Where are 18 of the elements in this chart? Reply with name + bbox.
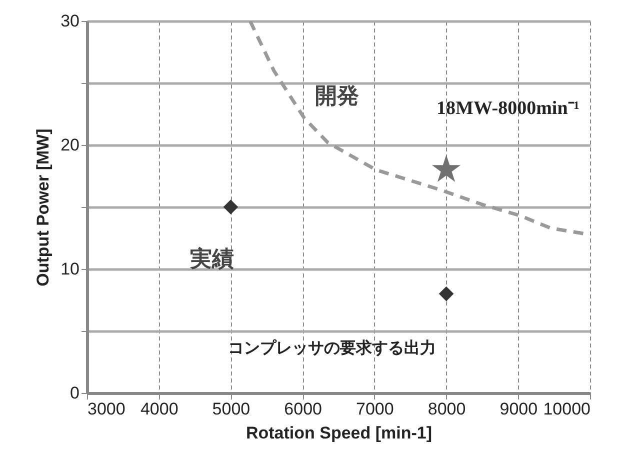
annotation: コンプレッサの要求する出力 [228,338,436,357]
x-tick-label: 7000 [356,400,394,418]
x-tick-label: 6000 [284,400,322,418]
y-tick-label: 10 [60,260,80,278]
annotation: 18MW-8000min⁻¹ [436,98,580,119]
x-tick-label: 10000 [543,400,590,418]
x-axis-title: Rotation Speed [min-1] [246,424,432,442]
x-tick-label: 8000 [428,400,466,418]
y-tick-label: 0 [70,384,80,402]
x-tick-label: 4000 [140,400,178,418]
y-axis-title: Output Power [MW] [34,128,53,286]
annotation: 開発 [315,84,359,109]
x-tick-label: 5000 [212,400,250,418]
y-tick-label: 20 [60,136,80,154]
x-tick-label: 3000 [88,400,126,418]
x-tick-label: 9000 [500,400,538,418]
annotation: 実績 [189,246,234,272]
y-tick-label: 30 [60,12,80,30]
